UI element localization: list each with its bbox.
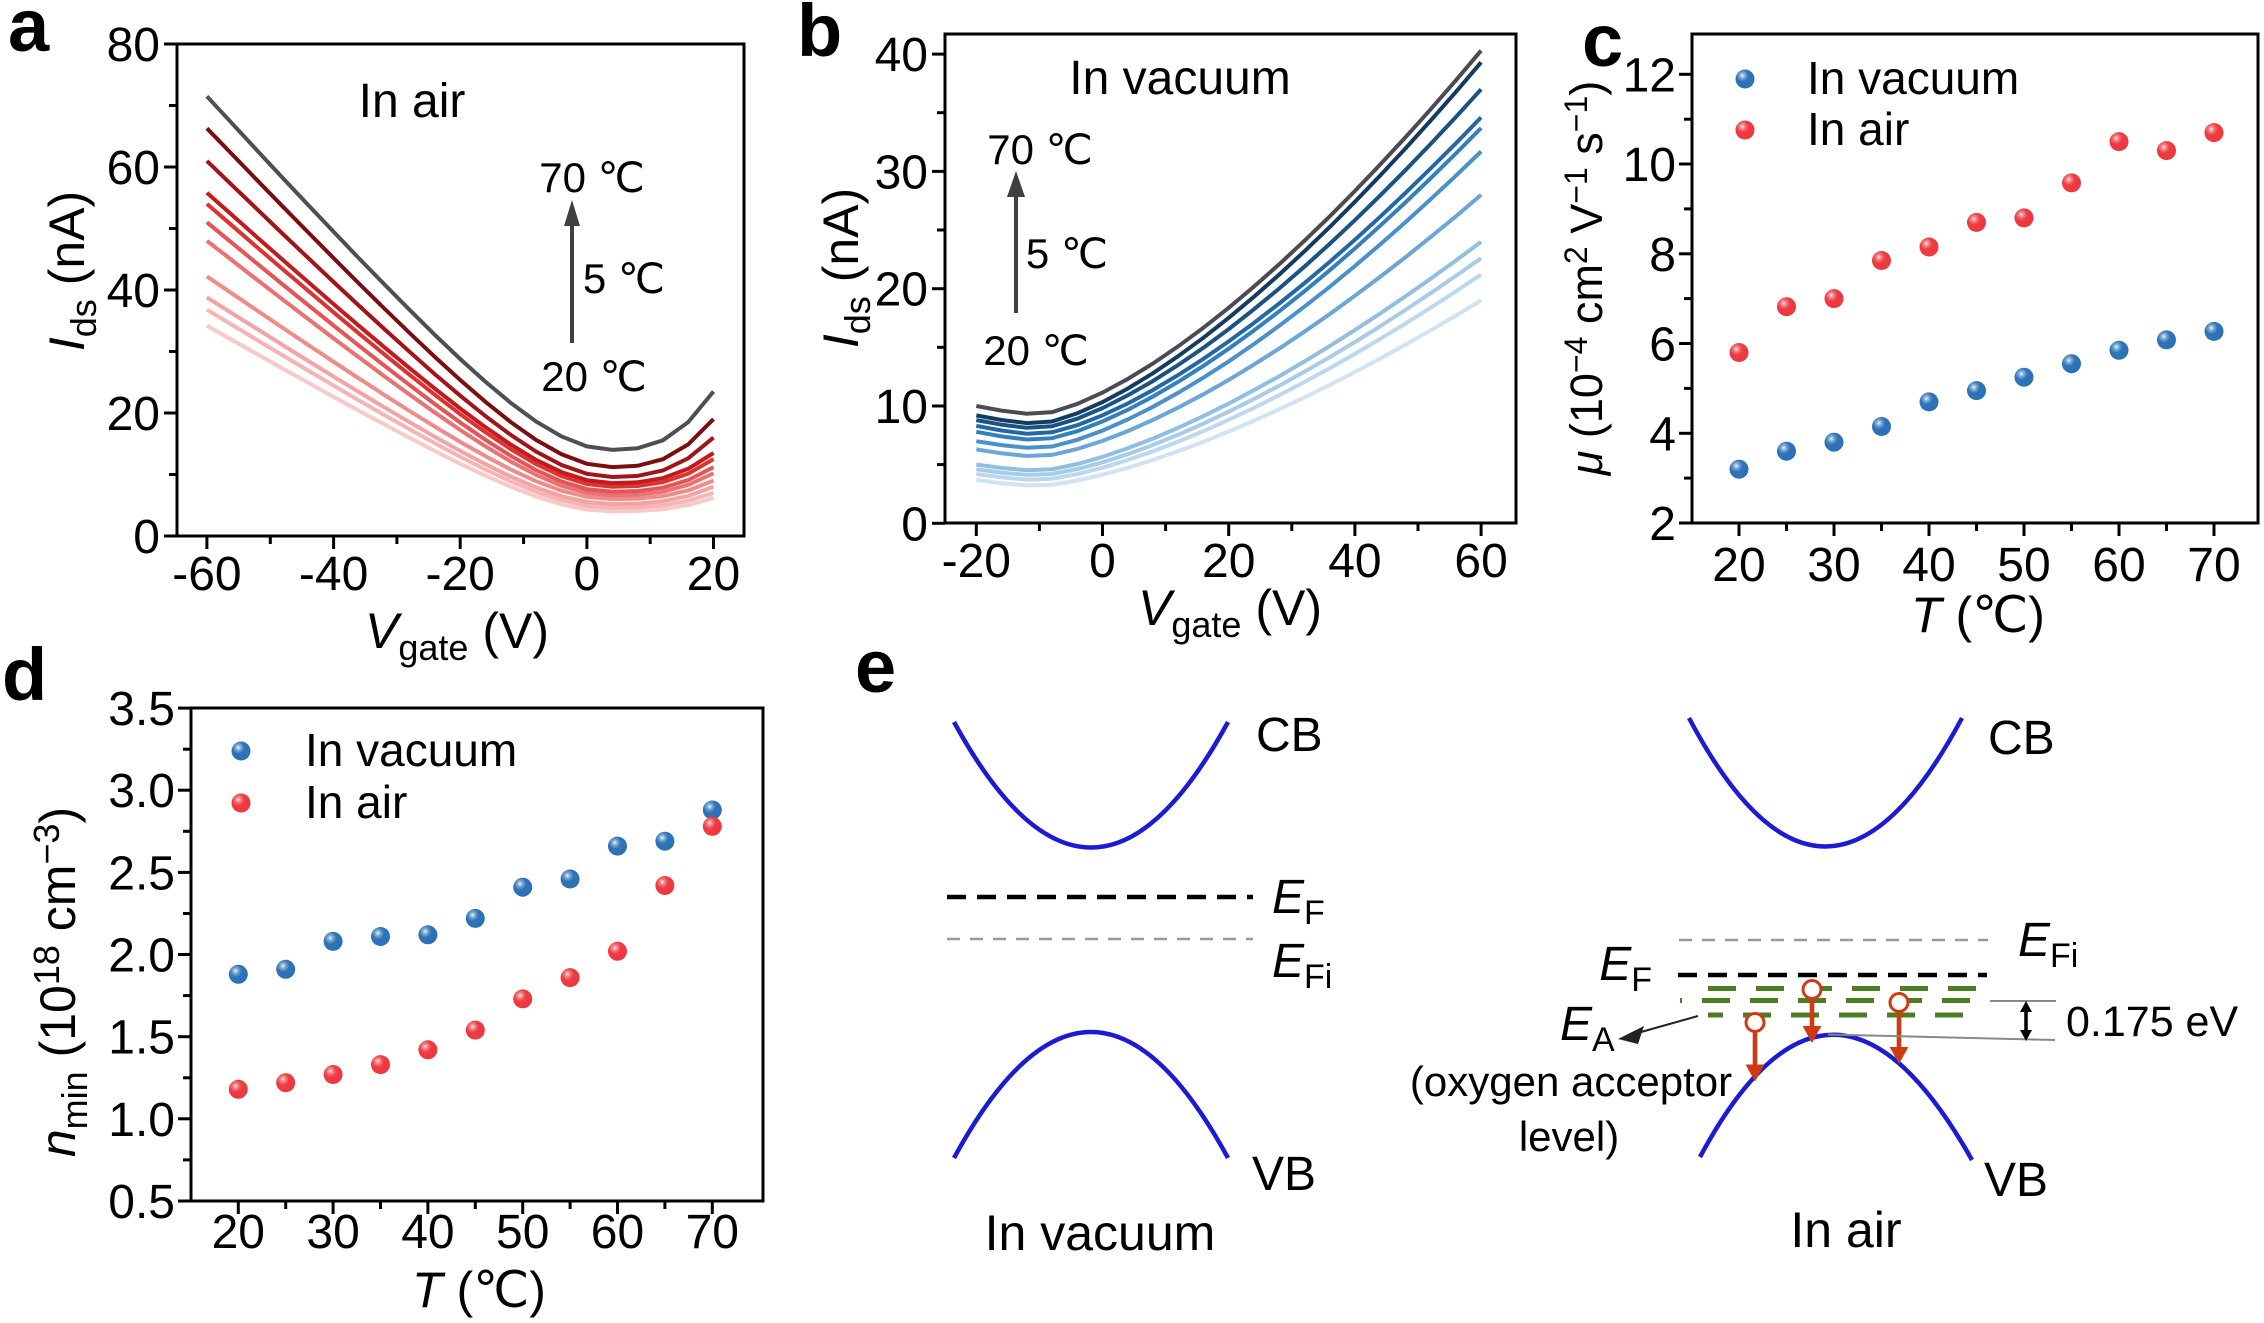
svg-text:0: 0	[574, 548, 601, 601]
svg-text:60: 60	[591, 1206, 644, 1259]
svg-text:2: 2	[1649, 498, 1676, 551]
svg-text:5 ℃: 5 ℃	[1026, 230, 1108, 277]
svg-text:40: 40	[1328, 535, 1381, 588]
svg-text:70 ℃: 70 ℃	[987, 126, 1093, 173]
svg-text:-40: -40	[299, 548, 368, 601]
svg-text:a: a	[8, 0, 50, 67]
svg-text:CB: CB	[1256, 709, 1323, 762]
svg-text:In air: In air	[359, 75, 466, 128]
svg-text:VB: VB	[1252, 1148, 1316, 1201]
svg-text:20: 20	[1712, 539, 1765, 592]
svg-text:50: 50	[496, 1206, 549, 1259]
svg-text:EF: EF	[1599, 938, 1652, 999]
svg-text:0: 0	[133, 511, 160, 564]
svg-text:-20: -20	[942, 535, 1011, 588]
svg-text:VB: VB	[1984, 1154, 2048, 1207]
svg-text:Ids (nA): Ids (nA)	[39, 191, 104, 351]
svg-text:In vacuum: In vacuum	[305, 724, 517, 776]
svg-text:b: b	[797, 0, 842, 72]
svg-text:60: 60	[107, 142, 160, 195]
svg-text:80: 80	[107, 19, 160, 72]
svg-text:20: 20	[107, 388, 160, 441]
svg-text:EF: EF	[1272, 871, 1325, 932]
svg-text:In vacuum: In vacuum	[985, 1205, 1216, 1261]
svg-text:In vacuum: In vacuum	[1807, 52, 2019, 104]
svg-text:Ids (nA): Ids (nA)	[813, 188, 878, 348]
svg-text:30: 30	[1807, 539, 1860, 592]
svg-text:4: 4	[1649, 408, 1676, 461]
svg-text:60: 60	[2092, 539, 2145, 592]
svg-text:EFi: EFi	[1272, 935, 1332, 996]
svg-text:0: 0	[1089, 535, 1116, 588]
svg-text:In air: In air	[1790, 1202, 1901, 1258]
svg-text:nmin (1018 cm−3): nmin (1018 cm−3)	[26, 807, 95, 1157]
svg-text:μ (10−4 cm2 V−1 s−1): μ (10−4 cm2 V−1 s−1)	[1558, 81, 1612, 477]
svg-text:-20: -20	[426, 548, 495, 601]
svg-text:level): level)	[1519, 1113, 1619, 1160]
svg-text:6: 6	[1649, 319, 1676, 372]
svg-text:0.175 eV: 0.175 eV	[2066, 998, 2238, 1046]
svg-text:In air: In air	[305, 776, 407, 828]
svg-text:70: 70	[686, 1206, 739, 1259]
svg-text:d: d	[2, 633, 47, 716]
svg-text:T (℃): T (℃)	[412, 1262, 546, 1318]
svg-text:70 ℃: 70 ℃	[539, 154, 645, 201]
svg-text:20: 20	[212, 1206, 265, 1259]
svg-text:In vacuum: In vacuum	[1069, 52, 1290, 105]
svg-text:10: 10	[875, 381, 928, 434]
svg-text:EA: EA	[1560, 998, 1615, 1059]
svg-text:-60: -60	[172, 548, 241, 601]
svg-text:EFi: EFi	[2018, 914, 2078, 975]
svg-text:20: 20	[1202, 535, 1255, 588]
svg-text:(oxygen acceptor: (oxygen acceptor	[1410, 1058, 1732, 1105]
svg-text:1.5: 1.5	[108, 1012, 175, 1065]
svg-text:40: 40	[875, 29, 928, 82]
svg-text:50: 50	[1997, 539, 2050, 592]
svg-text:70: 70	[2187, 539, 2240, 592]
svg-text:40: 40	[1902, 539, 1955, 592]
svg-text:30: 30	[875, 146, 928, 199]
svg-text:c: c	[1582, 0, 1623, 82]
svg-text:T (℃): T (℃)	[1911, 587, 2045, 643]
svg-text:0.5: 0.5	[108, 1176, 175, 1229]
svg-text:Vgate (V): Vgate (V)	[1138, 580, 1322, 645]
svg-text:8: 8	[1649, 229, 1676, 282]
svg-text:20 ℃: 20 ℃	[983, 327, 1089, 374]
svg-text:Vgate (V): Vgate (V)	[365, 603, 549, 668]
svg-text:3.0: 3.0	[108, 765, 175, 818]
svg-text:5 ℃: 5 ℃	[583, 255, 665, 302]
svg-text:3.5: 3.5	[108, 683, 175, 736]
svg-text:In air: In air	[1807, 103, 1909, 155]
svg-text:20: 20	[875, 264, 928, 317]
svg-text:10: 10	[1623, 139, 1676, 192]
svg-text:30: 30	[306, 1206, 359, 1259]
svg-text:0: 0	[901, 498, 928, 551]
svg-text:1.0: 1.0	[108, 1094, 175, 1147]
svg-text:40: 40	[401, 1206, 454, 1259]
svg-text:CB: CB	[1988, 712, 2055, 765]
svg-text:60: 60	[1454, 535, 1507, 588]
svg-text:40: 40	[107, 265, 160, 318]
svg-text:2.0: 2.0	[108, 930, 175, 983]
svg-text:e: e	[855, 625, 896, 708]
svg-text:12: 12	[1623, 49, 1676, 102]
svg-text:2.5: 2.5	[108, 847, 175, 900]
svg-text:20 ℃: 20 ℃	[541, 353, 647, 400]
svg-text:20: 20	[687, 548, 740, 601]
